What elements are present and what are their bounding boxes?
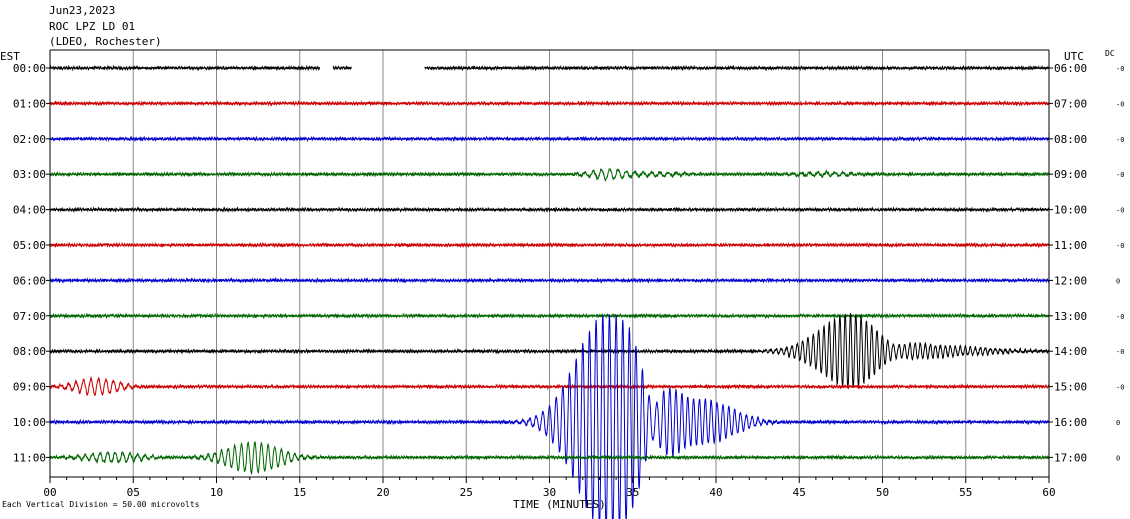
x-tick-label-55: 55 xyxy=(959,486,972,499)
x-tick-label-45: 45 xyxy=(793,486,806,499)
grid-lines xyxy=(132,50,967,477)
row-label-est-04:00: 04:00 xyxy=(13,204,46,217)
row-dc-value: -0 xyxy=(1116,136,1124,144)
row-label-utc-16:00: 16:00 xyxy=(1054,416,1087,429)
row-dc-value: 0 xyxy=(1116,454,1120,462)
row-dc-value: -0 xyxy=(1116,65,1124,73)
trace-row-10:00 xyxy=(49,314,1050,519)
row-label-est-09:00: 09:00 xyxy=(13,381,46,394)
row-dc-value: -0 xyxy=(1116,242,1124,250)
x-tick-label-35: 35 xyxy=(626,486,639,499)
row-dc-value: -0 xyxy=(1116,384,1124,392)
row-label-est-08:00: 08:00 xyxy=(13,345,46,358)
trace-row-00:00 xyxy=(49,64,1050,72)
trace-row-03:00 xyxy=(49,167,1050,182)
x-tick-label-50: 50 xyxy=(876,486,889,499)
trace-row-06:00 xyxy=(49,276,1050,284)
trace-row-11:00 xyxy=(49,440,1050,476)
x-tick-label-20: 20 xyxy=(376,486,389,499)
trace-row-09:00 xyxy=(49,376,1050,397)
row-label-utc-17:00: 17:00 xyxy=(1054,451,1087,464)
row-dc-value: -0 xyxy=(1116,313,1124,321)
row-label-est-05:00: 05:00 xyxy=(13,239,46,252)
row-label-utc-06:00: 06:00 xyxy=(1054,62,1087,75)
row-label-utc-09:00: 09:00 xyxy=(1054,168,1087,181)
x-tick-label-30: 30 xyxy=(543,486,556,499)
row-label-utc-07:00: 07:00 xyxy=(1054,97,1087,110)
vertical-division-note: Each Vertical Division = 50.00 microvolt… xyxy=(2,500,200,509)
row-label-est-01:00: 01:00 xyxy=(13,97,46,110)
trace-row-08:00 xyxy=(49,313,1050,389)
chart-station: ROC LPZ LD 01 xyxy=(49,20,136,33)
trace-row-04:00 xyxy=(49,206,1050,213)
x-tick-label-60: 60 xyxy=(1042,486,1055,499)
row-label-utc-10:00: 10:00 xyxy=(1054,204,1087,217)
row-label-est-10:00: 10:00 xyxy=(13,416,46,429)
dc-axis-label: DC xyxy=(1105,49,1115,58)
row-label-utc-15:00: 15:00 xyxy=(1054,381,1087,394)
trace-row-01:00 xyxy=(49,99,1050,107)
row-dc-value: -0 xyxy=(1116,207,1124,215)
row-label-est-11:00: 11:00 xyxy=(13,451,46,464)
trace-row-02:00 xyxy=(49,135,1050,143)
est-axis-label: EST xyxy=(0,50,20,63)
trace-row-07:00 xyxy=(49,312,1050,320)
row-label-est-03:00: 03:00 xyxy=(13,168,46,181)
chart-network: (LDEO, Rochester) xyxy=(49,35,162,48)
chart-date: Jun23,2023 xyxy=(49,4,116,17)
x-tick-label-10: 10 xyxy=(210,486,223,499)
trace-group xyxy=(49,64,1050,519)
x-axis-label: TIME (MINUTES) xyxy=(513,498,606,511)
x-tick-label-00: 00 xyxy=(43,486,56,499)
row-dc-value: -0 xyxy=(1116,100,1124,108)
row-label-utc-12:00: 12:00 xyxy=(1054,274,1087,287)
x-tick-label-15: 15 xyxy=(293,486,306,499)
row-label-utc-14:00: 14:00 xyxy=(1054,345,1087,358)
row-dc-value: -0 xyxy=(1116,348,1124,356)
x-tick-label-25: 25 xyxy=(460,486,473,499)
row-dc-value: -0 xyxy=(1116,171,1124,179)
row-label-est-07:00: 07:00 xyxy=(13,310,46,323)
row-label-utc-11:00: 11:00 xyxy=(1054,239,1087,252)
row-label-est-06:00: 06:00 xyxy=(13,274,46,287)
trace-row-05:00 xyxy=(49,241,1050,249)
row-label-utc-08:00: 08:00 xyxy=(1054,133,1087,146)
utc-axis-label: UTC xyxy=(1064,50,1084,63)
x-tick-label-40: 40 xyxy=(709,486,722,499)
row-label-est-00:00: 00:00 xyxy=(13,62,46,75)
x-tick-label-05: 05 xyxy=(127,486,140,499)
row-dc-value: 0 xyxy=(1116,277,1120,285)
row-label-utc-13:00: 13:00 xyxy=(1054,310,1087,323)
row-label-est-02:00: 02:00 xyxy=(13,133,46,146)
row-dc-value: 0 xyxy=(1116,419,1120,427)
